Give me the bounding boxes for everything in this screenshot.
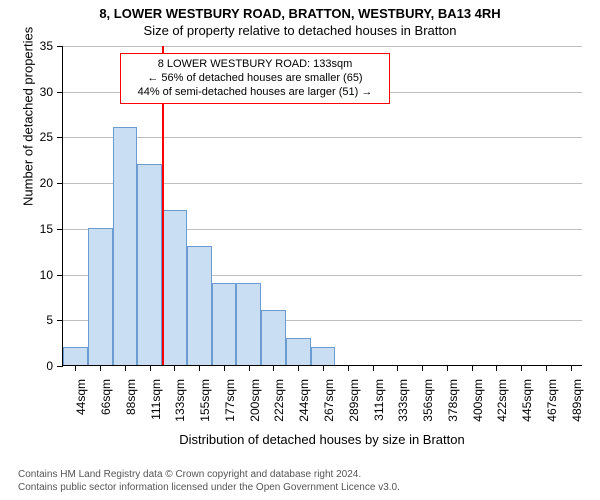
y-tick-label: 30 — [40, 85, 53, 99]
histogram-bar — [137, 164, 162, 365]
x-tick-label: 44sqm — [74, 375, 88, 415]
page-subtitle: Size of property relative to detached ho… — [0, 21, 600, 38]
histogram-bar — [113, 127, 138, 365]
annotation-box: 8 LOWER WESTBURY ROAD: 133sqm← 56% of de… — [120, 53, 390, 104]
histogram-bar — [88, 228, 113, 365]
x-tick-label: 289sqm — [347, 375, 361, 422]
histogram-bar — [212, 283, 237, 365]
y-axis-label: Number of detached properties — [21, 27, 36, 206]
x-tick-label: 267sqm — [322, 375, 336, 422]
y-tick-label: 5 — [46, 313, 53, 327]
x-tick-label: 400sqm — [471, 375, 485, 422]
x-tick-label: 111sqm — [149, 375, 163, 420]
x-tick-label: 88sqm — [124, 375, 138, 415]
histogram-bar — [311, 347, 336, 365]
x-tick-label: 311sqm — [372, 375, 386, 421]
histogram-bar — [162, 210, 187, 365]
x-tick-label: 66sqm — [99, 375, 113, 415]
footer-attribution: Contains HM Land Registry data © Crown c… — [18, 468, 400, 494]
x-tick-label: 356sqm — [421, 375, 435, 422]
histogram-bar — [187, 246, 212, 365]
footer-line: Contains HM Land Registry data © Crown c… — [18, 468, 400, 481]
x-tick-label: 244sqm — [297, 375, 311, 422]
annotation-line: ← 56% of detached houses are smaller (65… — [129, 72, 381, 86]
x-tick-label: 177sqm — [223, 375, 237, 422]
x-tick-label: 200sqm — [248, 375, 262, 422]
y-tick-label: 20 — [40, 176, 53, 190]
x-tick-label: 378sqm — [446, 375, 460, 422]
x-tick-label: 333sqm — [396, 375, 410, 422]
x-axis-label: Distribution of detached houses by size … — [179, 432, 464, 447]
histogram-bar — [261, 310, 286, 365]
y-tick-label: 0 — [46, 359, 53, 373]
y-tick-label: 10 — [40, 268, 53, 282]
annotation-line: 44% of semi-detached houses are larger (… — [129, 86, 381, 100]
annotation-line: 8 LOWER WESTBURY ROAD: 133sqm — [129, 58, 381, 72]
page-title: 8, LOWER WESTBURY ROAD, BRATTON, WESTBUR… — [0, 0, 600, 21]
histogram-bar — [236, 283, 261, 365]
x-tick-label: 422sqm — [495, 375, 509, 422]
gridline — [63, 46, 582, 47]
x-tick-label: 155sqm — [198, 375, 212, 422]
x-tick-label: 489sqm — [570, 375, 584, 422]
footer-line: Contains public sector information licen… — [18, 481, 400, 494]
x-tick-label: 133sqm — [173, 375, 187, 422]
x-tick-label: 467sqm — [545, 375, 559, 422]
x-tick-label: 445sqm — [520, 375, 534, 422]
histogram-bar — [63, 347, 88, 365]
y-tick-label: 25 — [40, 130, 53, 144]
x-tick-label: 222sqm — [272, 375, 286, 422]
histogram-bar — [286, 338, 311, 365]
y-tick-label: 15 — [40, 222, 53, 236]
y-tick-label: 35 — [40, 39, 53, 53]
gridline — [63, 137, 582, 138]
